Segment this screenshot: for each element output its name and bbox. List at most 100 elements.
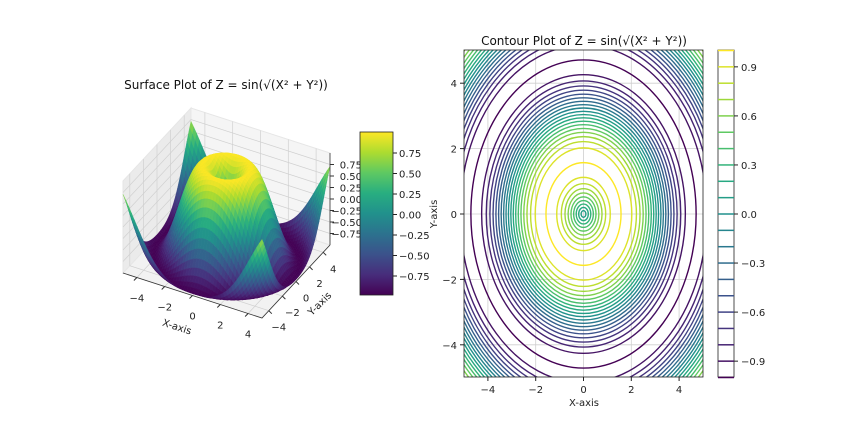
x-tick — [189, 295, 193, 299]
y-tick-label: −2 — [442, 275, 457, 286]
y-tick — [282, 295, 286, 300]
contour-line — [500, 100, 667, 328]
gridline — [122, 119, 331, 193]
contour-line — [529, 140, 638, 288]
x-tick-label: −2 — [157, 303, 172, 314]
surface-facet — [258, 238, 264, 248]
contour-line — [567, 192, 600, 236]
y-tick-label: 4 — [451, 79, 457, 90]
surface-xlabel: X-axis — [161, 318, 193, 338]
contour-line — [534, 147, 633, 281]
surface-title: Surface Plot of Z = sin(√(X² + Y²)) — [124, 78, 328, 92]
z-tick-label: 0.00 — [340, 195, 362, 206]
y-tick — [268, 310, 273, 315]
y-tick — [309, 266, 313, 271]
x-tick — [216, 304, 221, 308]
x-tick-label: 0 — [580, 385, 586, 396]
colorbar-tick-label: 0.3 — [741, 161, 757, 172]
y-tick-label: 4 — [330, 264, 336, 275]
contour-line — [485, 80, 682, 348]
colorbar-tick-label: −0.9 — [741, 357, 765, 368]
y-tick-label: 0 — [451, 210, 457, 221]
surface-ylabel: Y-axis — [306, 290, 335, 319]
contour-line — [570, 196, 597, 232]
contour-ylabel: Y-axis — [429, 200, 440, 230]
z-tick-label: −0.25 — [331, 207, 362, 218]
contour-line — [489, 85, 678, 343]
contour-line — [545, 161, 622, 267]
axis-line — [122, 244, 331, 319]
contour-line — [514, 120, 653, 308]
colorbar-tick-label: 0.00 — [399, 211, 421, 222]
contour-line — [512, 117, 655, 311]
y-tick-label: 2 — [316, 279, 322, 290]
colorbar-tick-label: 0.9 — [741, 63, 757, 74]
contour-line — [526, 135, 641, 293]
contour-xlabel: X-axis — [569, 398, 599, 409]
contour-line — [497, 97, 670, 331]
contour-line — [502, 103, 665, 325]
contour-line — [523, 131, 644, 297]
surface-colorbar: 0.75 0.50 0.25 0.00 −0.25 −0.50 −0.75 — [359, 131, 430, 296]
z-tick-label: 0.75 — [340, 161, 362, 172]
colorbar-tick-label: −0.6 — [741, 308, 765, 319]
x-tick-label: −2 — [528, 385, 543, 396]
y-tick — [295, 281, 300, 285]
z-tick-label: −0.75 — [331, 230, 362, 241]
contour-line — [560, 182, 607, 246]
contour-line — [580, 210, 587, 218]
contour-line — [520, 127, 647, 301]
colorbar-tick-label: 0.0 — [741, 210, 757, 221]
3d-axes: −4−4−2−20022440.750.500.250.00−0.25−0.50… — [122, 153, 362, 341]
contour-line — [495, 93, 672, 335]
x-tick-label: 2 — [217, 321, 223, 332]
z-tick-label: 0.50 — [340, 172, 362, 183]
x-tick-label: 2 — [628, 385, 634, 396]
contour-line — [480, 73, 687, 355]
contour-line — [564, 187, 603, 241]
contour-line — [575, 203, 592, 225]
z-tick-label: 0.25 — [340, 184, 362, 195]
contour-lines — [464, 50, 703, 377]
y-tick — [322, 251, 327, 256]
contour-line — [505, 107, 662, 321]
contour-line — [556, 176, 611, 252]
x-tick — [133, 277, 138, 281]
surface-mesh — [122, 120, 331, 301]
x-tick-label: 4 — [245, 330, 251, 341]
contour-line — [492, 89, 675, 339]
contour-title: Contour Plot of Z = sin(√(X² + Y²)) — [481, 34, 687, 48]
colorbar-tick-label: −0.25 — [399, 231, 430, 242]
contour-line — [577, 206, 590, 222]
colorbar-tick-label: 0.6 — [741, 112, 757, 123]
y-tick-label: 0 — [303, 294, 309, 305]
x-tick-label: 0 — [189, 312, 195, 323]
contour-line — [510, 113, 657, 315]
colorbar-tick-label: −0.50 — [399, 252, 430, 263]
contour-line — [572, 199, 595, 229]
z-tick-label: −0.50 — [331, 218, 362, 229]
colorbar-tick-label: 0.75 — [399, 149, 421, 160]
colorbar-tick-label: 0.50 — [399, 170, 421, 181]
contour-colorbar: 0.9 0.6 0.3 0.0 −0.3 −0.6 −0.9 — [717, 49, 765, 379]
contour-ticks: −4 4 −2 2 0 0 2 −2 4 −4 — [442, 79, 682, 396]
contour-line — [517, 124, 650, 304]
y-tick-label: −4 — [442, 341, 457, 352]
contour-line — [507, 110, 660, 318]
colorbar-gradient — [359, 131, 394, 296]
contour-plot: Contour Plot of Z = sin(√(X² + Y²)) −44−… — [429, 34, 765, 409]
contour-line — [470, 59, 697, 369]
x-tick-label: −4 — [481, 385, 496, 396]
colorbar-tick-label: 0.25 — [399, 190, 421, 201]
x-tick-label: −4 — [130, 294, 145, 305]
x-tick-label: 4 — [676, 385, 682, 396]
y-tick-label: −2 — [285, 308, 300, 319]
y-tick-label: −4 — [271, 323, 286, 334]
contour-grid — [464, 50, 703, 377]
y-tick-label: 2 — [451, 145, 457, 156]
colorbar-tick-label: −0.3 — [741, 259, 765, 270]
x-tick — [244, 313, 249, 317]
colorbar-tick-label: −0.75 — [399, 272, 430, 283]
x-tick — [161, 286, 166, 290]
